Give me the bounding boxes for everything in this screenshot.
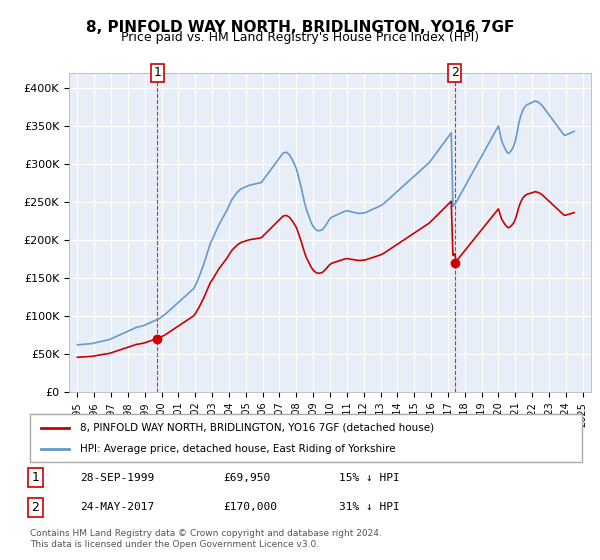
Text: 2: 2 (451, 66, 458, 80)
Text: 2: 2 (32, 501, 40, 514)
Text: 28-SEP-1999: 28-SEP-1999 (80, 473, 154, 483)
Text: 8, PINFOLD WAY NORTH, BRIDLINGTON, YO16 7GF (detached house): 8, PINFOLD WAY NORTH, BRIDLINGTON, YO16 … (80, 423, 434, 433)
Text: 31% ↓ HPI: 31% ↓ HPI (339, 502, 400, 512)
Text: 1: 1 (154, 66, 161, 80)
Text: Contains HM Land Registry data © Crown copyright and database right 2024.
This d: Contains HM Land Registry data © Crown c… (30, 529, 382, 549)
Text: HPI: Average price, detached house, East Riding of Yorkshire: HPI: Average price, detached house, East… (80, 444, 395, 454)
Text: 15% ↓ HPI: 15% ↓ HPI (339, 473, 400, 483)
Text: Price paid vs. HM Land Registry's House Price Index (HPI): Price paid vs. HM Land Registry's House … (121, 31, 479, 44)
Text: 24-MAY-2017: 24-MAY-2017 (80, 502, 154, 512)
Text: £69,950: £69,950 (223, 473, 271, 483)
Text: £170,000: £170,000 (223, 502, 277, 512)
Text: 8, PINFOLD WAY NORTH, BRIDLINGTON, YO16 7GF: 8, PINFOLD WAY NORTH, BRIDLINGTON, YO16 … (86, 20, 514, 35)
Text: 1: 1 (32, 471, 40, 484)
FancyBboxPatch shape (30, 414, 582, 462)
